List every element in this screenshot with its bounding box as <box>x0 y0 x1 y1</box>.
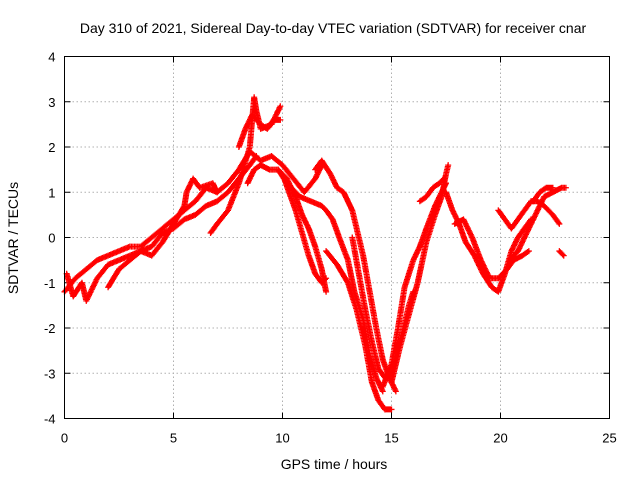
series-sat-track-3 <box>105 175 221 291</box>
data-point-markers <box>388 162 452 386</box>
series-sat-track-19 <box>530 184 556 205</box>
series-sat-track-16 <box>451 216 532 282</box>
x-tick-label: 25 <box>602 431 616 446</box>
plot-frame <box>64 56 610 419</box>
data-point-markers <box>556 248 567 259</box>
series-sat-track-10 <box>323 248 395 413</box>
data-point-markers <box>495 198 563 232</box>
data-point-markers <box>235 112 284 150</box>
series-sat-track-4 <box>207 94 284 236</box>
series-sat-track-20 <box>556 248 567 259</box>
y-tick-label: 3 <box>48 95 55 110</box>
y-tick-label: 2 <box>48 140 55 155</box>
series-sat-track-14 <box>416 175 447 205</box>
series-sat-track-18 <box>506 184 569 264</box>
series-sat-track-9 <box>312 157 399 395</box>
axis-ticks: 0 5 10 15 20 25 -4 -3 -2 -1 0 1 2 3 4 <box>44 50 617 446</box>
x-tick-label: 5 <box>170 431 177 446</box>
series-sat-track-8 <box>275 166 386 395</box>
x-tick-label: 20 <box>493 431 507 446</box>
y-tick-label: 1 <box>48 185 55 200</box>
series-sat-track-5 <box>235 112 284 150</box>
y-tick-label: -3 <box>44 366 56 381</box>
data-point-markers <box>451 216 532 282</box>
x-tick-label: 15 <box>384 431 398 446</box>
y-axis-label: SDTVAR / TECUs <box>5 182 21 294</box>
y-tick-label: 0 <box>48 231 55 246</box>
data-layer <box>61 94 569 413</box>
data-point-markers <box>506 184 569 264</box>
x-tick-label: 10 <box>275 431 289 446</box>
data-point-markers <box>207 94 284 236</box>
data-point-markers <box>105 175 221 291</box>
chart-title: Day 310 of 2021, Sidereal Day-to-day VTE… <box>80 20 587 36</box>
y-tick-label: -4 <box>44 412 56 427</box>
y-tick-label: 4 <box>48 50 55 65</box>
data-point-markers <box>275 166 386 395</box>
y-tick-label: -2 <box>44 321 56 336</box>
series-sat-track-17 <box>495 198 563 232</box>
data-point-markers <box>416 175 447 205</box>
x-axis-label: GPS time / hours <box>281 456 388 472</box>
data-point-markers <box>312 157 399 395</box>
data-point-markers <box>323 248 395 413</box>
data-point-markers <box>530 184 556 205</box>
series-sat-track-13 <box>388 162 452 386</box>
x-tick-label: 0 <box>61 431 68 446</box>
y-tick-label: -1 <box>44 276 56 291</box>
